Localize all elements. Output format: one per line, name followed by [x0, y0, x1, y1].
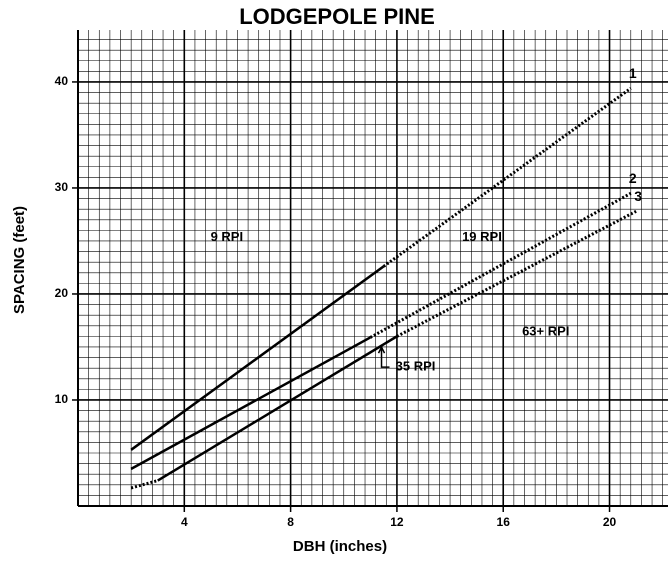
- line-segment: [130, 479, 159, 490]
- line-segment: [157, 335, 398, 482]
- annotation: 9 RPI: [211, 229, 244, 244]
- annotation-pointer: [377, 345, 390, 368]
- line-segment: [382, 87, 632, 268]
- line-segment: [130, 336, 371, 470]
- y-tick-label: 40: [55, 74, 69, 88]
- line-segment: [130, 265, 385, 451]
- x-axis-label: DBH (inches): [293, 538, 387, 555]
- y-tick-label: 20: [55, 286, 69, 300]
- annotation: 19 RPI: [462, 229, 502, 244]
- y-tick-label: 10: [55, 392, 69, 406]
- x-tick-label: 8: [287, 515, 294, 529]
- series-label: 1: [629, 65, 637, 81]
- series-label: 2: [629, 170, 637, 186]
- y-axis-label: SPACING (feet): [11, 206, 28, 314]
- y-tick-label: 30: [55, 180, 69, 194]
- line-segment: [369, 191, 632, 339]
- series-label: 3: [634, 188, 642, 204]
- x-tick-label: 4: [181, 515, 188, 529]
- line-segment: [396, 209, 637, 338]
- x-tick-label: 20: [603, 515, 617, 529]
- x-tick-label: 12: [390, 515, 404, 529]
- chart-title: LODGEPOLE PINE: [239, 4, 435, 29]
- annotation: 35 RPI: [396, 359, 436, 374]
- x-tick-label: 16: [497, 515, 511, 529]
- annotation: 63+ RPI: [522, 324, 569, 339]
